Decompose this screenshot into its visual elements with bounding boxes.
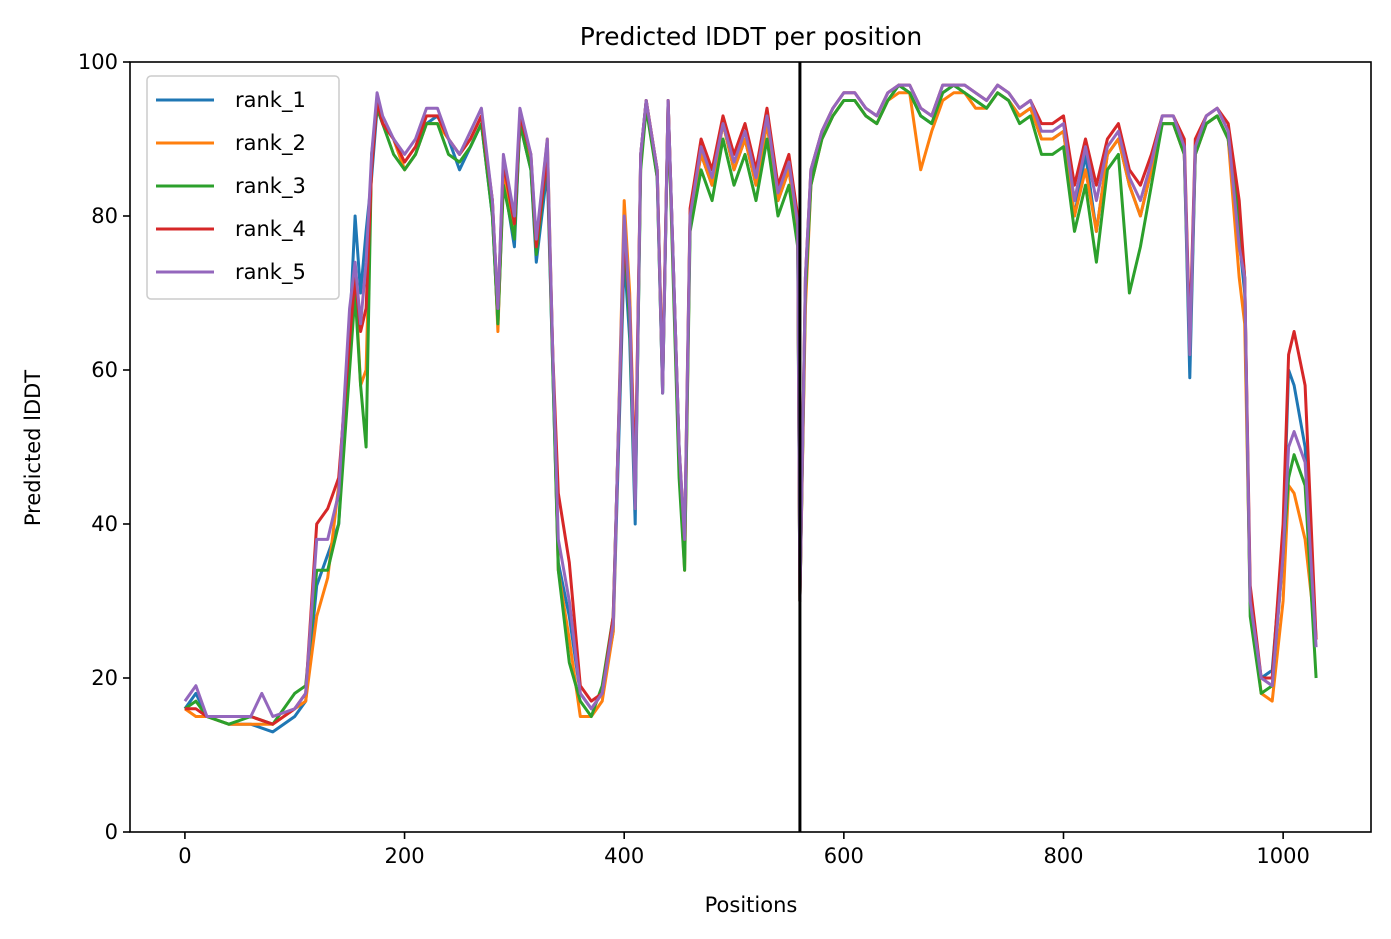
y-tick-label: 0 — [105, 820, 118, 844]
legend-label: rank_5 — [235, 260, 306, 285]
y-axis-label: Predicted lDDT — [21, 370, 45, 526]
legend-label: rank_3 — [235, 174, 306, 199]
x-tick-label: 200 — [385, 844, 425, 868]
series-line-rank-2 — [184, 91, 1318, 726]
legend-label: rank_2 — [235, 131, 306, 156]
y-tick-label: 80 — [91, 204, 118, 228]
y-tick-label: 100 — [78, 50, 118, 74]
x-tick-label: 800 — [1043, 844, 1083, 868]
series-layer — [183, 83, 1318, 734]
series-line-rank-4 — [184, 83, 1318, 726]
series-line-rank-3 — [184, 83, 1318, 726]
legend-label: rank_4 — [235, 217, 306, 242]
x-tick-label: 1000 — [1256, 844, 1309, 868]
legend-box — [146, 75, 340, 300]
x-tick-label: 0 — [178, 844, 191, 868]
series-line-rank-5 — [183, 83, 1318, 718]
x-tick-label: 400 — [604, 844, 644, 868]
axes-layer: 0 200 400 600 800 1000 0 20 40 60 80 100 — [78, 50, 1372, 868]
legend-label: rank_1 — [235, 88, 306, 113]
x-axis-label: Positions — [705, 893, 798, 917]
chart-title: Predicted lDDT per position — [580, 22, 922, 51]
legend: rank_1 rank_2 rank_3 rank_4 rank_5 — [146, 75, 340, 300]
x-tick-label: 600 — [824, 844, 864, 868]
plot-frame — [129, 61, 1372, 833]
y-tick-label: 40 — [91, 512, 118, 536]
y-tick-label: 60 — [91, 358, 118, 382]
y-tick-label: 20 — [91, 666, 118, 690]
